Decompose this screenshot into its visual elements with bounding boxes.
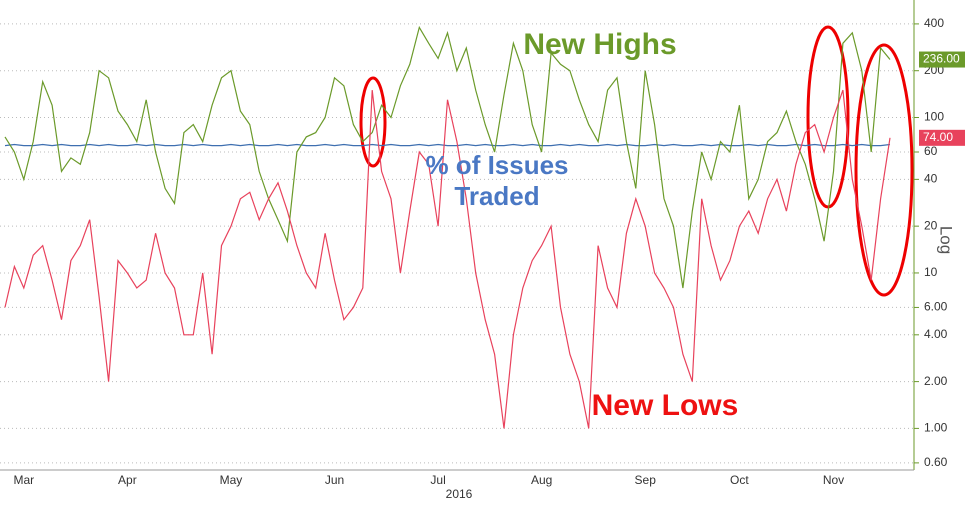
y-tick-label: 6.00 <box>924 300 948 314</box>
series-line <box>4 89 891 429</box>
x-tick-label: Jun <box>325 473 344 487</box>
x-tick-label: May <box>220 473 243 487</box>
y-tick-label: 20 <box>924 218 938 232</box>
highlight-ellipse <box>854 43 914 297</box>
x-tick-label: Apr <box>118 473 137 487</box>
x-tick-label: Mar <box>13 473 34 487</box>
x-tick-label: Aug <box>531 473 552 487</box>
y-tick-label: 10 <box>924 265 938 279</box>
y-tick-label: 40 <box>924 172 938 186</box>
y-tick-label: 4.00 <box>924 327 948 341</box>
highlight-ellipse <box>359 76 387 168</box>
issues-label: % of Issues Traded <box>425 150 569 211</box>
x-tick-label: Jul <box>430 473 445 487</box>
highs-label: New Highs <box>523 28 676 61</box>
highlight-ellipse <box>806 25 850 209</box>
x-axis-label: 2016 <box>446 487 473 501</box>
series-line <box>4 25 891 289</box>
x-tick-label: Nov <box>823 473 844 487</box>
series-line <box>4 143 891 147</box>
last-value-badge <box>919 129 965 146</box>
y-axis-label: Log <box>937 226 956 254</box>
y-tick-label: 100 <box>924 110 944 124</box>
y-tick-label: 1.00 <box>924 421 948 435</box>
last-value-label: 74.00 <box>923 130 953 144</box>
x-tick-label: Oct <box>730 473 749 487</box>
last-value-label: 236.00 <box>923 52 960 66</box>
y-tick-label: 60 <box>924 144 938 158</box>
lows-label: New Lows <box>592 389 739 422</box>
x-tick-label: Sep <box>635 473 657 487</box>
y-tick-label: 2.00 <box>924 374 948 388</box>
last-value-badge <box>919 51 965 68</box>
y-tick-label: 400 <box>924 16 944 30</box>
y-tick-label: 0.60 <box>924 455 948 469</box>
